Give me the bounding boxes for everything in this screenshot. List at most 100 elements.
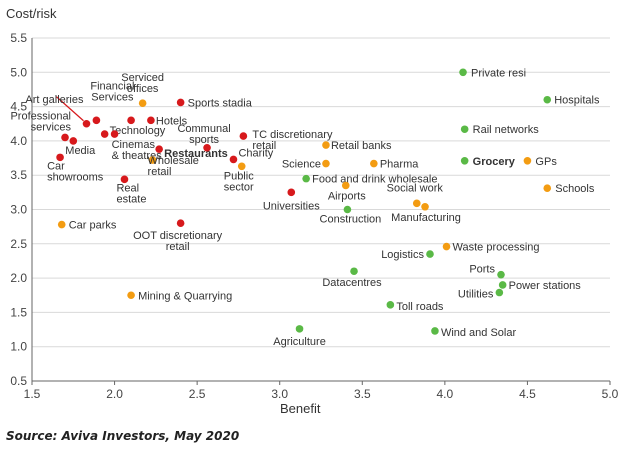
point-marker <box>127 291 135 300</box>
point-label: TC discretionary retail <box>252 129 333 152</box>
point-marker <box>147 116 155 125</box>
point-marker <box>302 174 310 183</box>
point-label: Financial Services <box>90 80 134 103</box>
point-label: Logistics <box>381 249 424 261</box>
point-marker <box>295 325 304 333</box>
y-tick-label: 3.5 <box>10 168 27 182</box>
point-label: Real estate <box>116 182 146 205</box>
point-marker <box>287 188 296 197</box>
point-label: Utilities <box>458 289 494 301</box>
point-marker <box>100 130 109 138</box>
point-label: Retail banks <box>331 140 392 152</box>
point-label: Power stations <box>509 280 582 292</box>
point-marker <box>495 288 504 297</box>
y-tick-label: 4.5 <box>10 100 27 114</box>
x-tick-label: 4.5 <box>519 387 536 401</box>
point-marker <box>138 99 147 107</box>
point-label: Schools <box>555 183 595 195</box>
point-label: Communal sports <box>177 123 230 146</box>
y-tick-label: 5.0 <box>10 65 27 79</box>
point-label: Universities <box>263 200 320 212</box>
point-label: Manufacturing <box>391 212 461 224</box>
point-label: Public sector <box>224 170 254 193</box>
point-marker <box>442 242 451 251</box>
point-label: Rail networks <box>473 124 540 136</box>
point-label: Social work <box>387 182 444 194</box>
point-label: Serviced offices <box>121 72 164 95</box>
point-marker <box>543 184 552 193</box>
point-marker <box>176 219 185 228</box>
point-marker <box>237 162 246 171</box>
x-tick-label: 2.0 <box>106 387 123 401</box>
point-marker <box>120 175 129 184</box>
point-marker <box>110 130 119 138</box>
point-label: Construction <box>320 214 382 226</box>
y-tick-label: 5.5 <box>10 31 27 45</box>
point-label: OOT discretionary retail <box>133 230 223 253</box>
point-marker <box>92 116 101 125</box>
point-marker <box>460 125 469 134</box>
point-label: Sports stadia <box>188 97 253 109</box>
x-axis-title: Benefit <box>280 401 321 416</box>
point-marker <box>229 155 238 164</box>
point-label: Technology <box>110 125 166 137</box>
point-marker <box>155 145 163 153</box>
point-marker <box>460 156 469 165</box>
x-tick-label: 2.5 <box>189 387 206 401</box>
point-label: Toll roads <box>396 301 444 313</box>
point-marker <box>543 95 552 104</box>
point-marker <box>459 68 467 77</box>
point-label: Waste processing <box>453 242 540 254</box>
y-tick-label: 3.0 <box>10 203 27 217</box>
y-tick-label: 4.0 <box>10 134 27 148</box>
point-marker <box>148 156 157 164</box>
point-marker <box>322 141 330 149</box>
point-label: Grocery <box>473 156 516 168</box>
point-label: Car showrooms <box>47 160 104 183</box>
point-marker <box>239 132 248 140</box>
point-marker <box>127 116 135 125</box>
point-marker <box>56 153 64 162</box>
x-tick-label: 5.0 <box>602 387 619 401</box>
x-tick-label: 1.5 <box>24 387 41 401</box>
point-label: Airports <box>328 190 366 202</box>
point-marker <box>412 199 421 208</box>
y-tick-label: 2.5 <box>10 237 27 251</box>
point-marker <box>350 267 358 276</box>
point-marker <box>523 156 532 165</box>
point-label: Private resi <box>471 67 526 79</box>
point-label: Pharma <box>380 159 419 171</box>
point-marker <box>370 159 378 168</box>
point-marker <box>421 202 429 211</box>
x-tick-label: 3.0 <box>271 387 288 401</box>
y-tick-label: 0.5 <box>10 374 27 388</box>
point-marker <box>69 137 78 145</box>
point-marker <box>57 220 66 229</box>
x-tick-label: 4.0 <box>437 387 454 401</box>
point-label: Wind and Solar <box>441 327 517 339</box>
point-label: Hospitals <box>554 95 600 107</box>
point-marker <box>431 327 439 335</box>
point-label: Wholesale retail <box>148 155 199 178</box>
point-label: Car parks <box>69 220 117 232</box>
point-label: Datacentres <box>322 277 382 289</box>
point-label: Charity <box>238 147 273 159</box>
point-label: GPs <box>535 156 557 168</box>
point-marker <box>498 281 507 289</box>
point-label: Media <box>65 145 96 157</box>
point-marker <box>176 98 185 107</box>
point-label: Hotels <box>156 115 188 127</box>
point-marker <box>497 270 505 279</box>
point-label: Professional services <box>10 110 71 133</box>
y-tick-label: 1.5 <box>10 305 27 319</box>
point-marker <box>203 143 211 152</box>
y-tick-label: 1.0 <box>10 340 27 354</box>
leader-line <box>56 96 84 122</box>
point-label: Science <box>282 159 321 171</box>
point-label: Agriculture <box>273 336 326 348</box>
point-marker <box>322 159 330 168</box>
point-marker <box>426 250 434 258</box>
point-marker <box>386 301 395 309</box>
point-label: Mining & Quarrying <box>138 290 232 302</box>
